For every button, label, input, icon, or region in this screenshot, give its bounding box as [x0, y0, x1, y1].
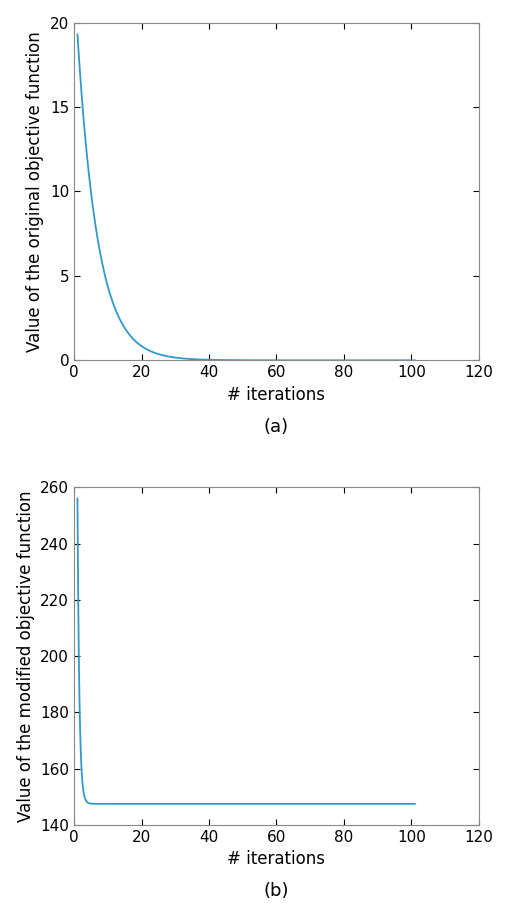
Text: (a): (a)	[264, 418, 289, 436]
Text: (b): (b)	[263, 882, 289, 900]
X-axis label: # iterations: # iterations	[227, 386, 325, 404]
Y-axis label: Value of the original objective function: Value of the original objective function	[26, 31, 44, 352]
X-axis label: # iterations: # iterations	[227, 850, 325, 868]
Y-axis label: Value of the modified objective function: Value of the modified objective function	[17, 491, 35, 822]
